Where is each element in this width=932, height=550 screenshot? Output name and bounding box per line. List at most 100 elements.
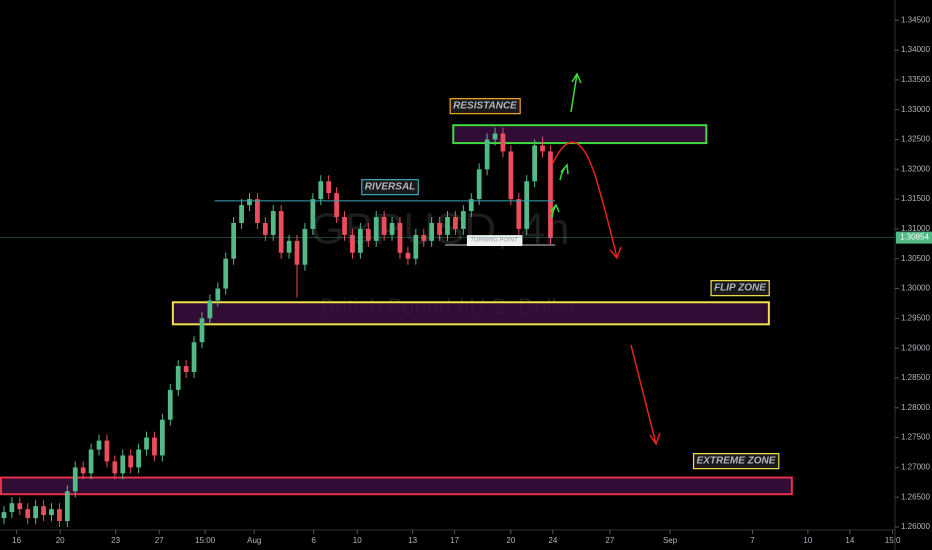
- annotation-box: [449, 98, 521, 115]
- zone: [0, 476, 793, 496]
- annotation-box: [710, 280, 770, 297]
- candle-body: [167, 389, 173, 420]
- candle-body: [358, 228, 363, 253]
- candle-body: [460, 211, 466, 229]
- x-tick-label: 10: [353, 536, 362, 545]
- candle-body: [262, 222, 268, 235]
- annotation-label: FLIP ZONE: [714, 283, 766, 294]
- candle-body: [104, 440, 110, 462]
- candle-body: [247, 199, 252, 206]
- candle-body: [72, 467, 78, 492]
- x-tick-label: 27: [155, 536, 164, 545]
- candle-body: [159, 419, 165, 456]
- annotation-label: TURNING POINT: [470, 238, 519, 244]
- x-tick-label: 7: [750, 536, 755, 545]
- y-tick-label: 1.31500: [901, 194, 930, 203]
- red-arrow: [630, 344, 661, 446]
- candle-body: [136, 449, 141, 468]
- y-tick-label: 1.28000: [901, 403, 930, 412]
- y-tick-label: 1.28500: [901, 373, 930, 382]
- green-arrow: [570, 72, 582, 113]
- x-tick-label: 15:0: [885, 536, 901, 545]
- candle-body: [175, 366, 181, 390]
- x-tick-label: 20: [506, 536, 515, 545]
- annotation-box: [466, 235, 523, 246]
- candle-body: [468, 199, 474, 212]
- candle-body: [96, 440, 102, 450]
- green-arrow: [550, 203, 560, 219]
- candle-body: [524, 181, 530, 229]
- y-tick-label: 1.26000: [901, 522, 930, 531]
- y-tick-label: 1.30500: [901, 254, 930, 263]
- x-tick-label: Aug: [247, 536, 261, 545]
- candle-body: [57, 509, 62, 522]
- candle-body: [239, 205, 244, 223]
- candle-body: [492, 133, 498, 140]
- candle-body: [326, 181, 332, 194]
- x-tick-label: 14: [845, 536, 854, 545]
- candle-body: [453, 217, 458, 229]
- x-tick-label: 17: [450, 536, 459, 545]
- zone: [171, 301, 770, 326]
- x-tick-label: 15:00: [195, 536, 216, 545]
- candle-body: [540, 145, 545, 152]
- candle-body: [508, 151, 514, 200]
- candle-body: [286, 240, 292, 253]
- y-tick-label: 1.29000: [901, 343, 930, 352]
- candle-body: [516, 199, 522, 229]
- arrows: [550, 72, 661, 446]
- candle-body: [215, 288, 221, 301]
- candle-body: [25, 509, 31, 519]
- x-tick-label: 24: [548, 536, 557, 545]
- y-tick-label: 1.33500: [901, 75, 930, 84]
- y-tick-label: 1.31000: [901, 224, 930, 233]
- candle-body: [112, 461, 118, 474]
- candle-body: [334, 193, 339, 218]
- candle-body: [548, 151, 553, 238]
- candle-body: [381, 217, 387, 235]
- zone: [452, 124, 708, 145]
- candle-body: [41, 506, 46, 516]
- last-price-tag: [896, 231, 932, 244]
- candle-body: [437, 222, 442, 235]
- candle-body: [278, 211, 284, 253]
- green-arrow: [559, 163, 569, 181]
- candle-body: [342, 217, 347, 235]
- candle-body: [33, 506, 39, 519]
- candle-body: [144, 437, 149, 450]
- y-tick-label: 1.32500: [901, 135, 930, 144]
- y-tick-label: 1.27500: [901, 433, 930, 442]
- x-tick-label: 16: [12, 536, 21, 545]
- y-tick-label: 1.33000: [901, 105, 930, 114]
- x-tick-label: 27: [605, 536, 614, 545]
- candle-body: [310, 199, 316, 229]
- y-tick-label: 1.34000: [901, 45, 930, 54]
- candle-body: [389, 222, 395, 235]
- candle-body: [9, 503, 15, 513]
- y-tick-label: 1.32000: [901, 164, 930, 173]
- x-tick-label: Sep: [663, 536, 678, 545]
- x-tick-label: 20: [56, 536, 65, 545]
- candle-body: [255, 199, 260, 223]
- candle-body: [405, 252, 411, 259]
- candle-body: [350, 234, 355, 253]
- candle-body: [49, 509, 54, 516]
- candle-body: [128, 455, 134, 468]
- candle-body: [1, 512, 7, 519]
- candle-body: [223, 258, 229, 289]
- annotation-label: RESISTANCE: [453, 101, 517, 112]
- candle-body: [207, 300, 213, 319]
- plot: 1.26000 1.26500 1.27000 1.27500 1.28000 1.285…: [0, 15, 932, 545]
- annotation-label: EXTREME ZONE: [697, 456, 776, 467]
- annotation-box: [692, 453, 780, 470]
- y-tick-label: 1.27000: [901, 463, 930, 472]
- candle-body: [429, 222, 435, 241]
- annotation-box: [361, 179, 419, 196]
- candle-body: [484, 139, 490, 170]
- y-tick-label: 1.30000: [901, 284, 930, 293]
- candle-body: [413, 234, 419, 259]
- candle-body: [532, 145, 537, 182]
